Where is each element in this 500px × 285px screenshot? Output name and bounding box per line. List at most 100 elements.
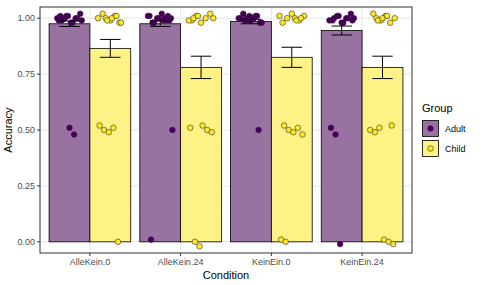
y-tick-label: 0.75: [17, 69, 35, 79]
y-tick: [37, 241, 40, 242]
point: [389, 123, 395, 129]
x-tick: [89, 253, 90, 256]
legend-label: Adult: [445, 124, 466, 134]
bar: [231, 22, 272, 242]
y-tick: [37, 18, 40, 19]
x-tick-label: AlleKein.24: [158, 257, 204, 267]
point: [259, 20, 265, 26]
point: [340, 20, 346, 26]
panel-border: [40, 7, 412, 253]
y-axis-title: Accuracy: [2, 107, 14, 153]
x-tick: [180, 253, 181, 256]
error-bar: [241, 19, 261, 23]
point: [371, 11, 377, 17]
error-bar: [100, 39, 120, 57]
x-tick: [271, 253, 272, 256]
point: [280, 20, 286, 26]
y-tick-label: 1.00: [17, 13, 35, 23]
point: [198, 20, 204, 26]
point: [100, 11, 106, 17]
point: [291, 129, 297, 135]
point: [372, 129, 378, 135]
marks: [49, 11, 403, 249]
point: [200, 123, 206, 129]
bar: [140, 24, 181, 242]
point: [62, 15, 68, 21]
legend-key: [423, 141, 439, 157]
y-tick: [37, 185, 40, 186]
point: [390, 241, 396, 247]
error-bar: [191, 56, 211, 78]
y-tick-label: 0.00: [17, 237, 35, 247]
y-tick-label: 0.25: [17, 181, 35, 191]
point: [242, 18, 248, 24]
point: [283, 239, 289, 245]
point: [256, 127, 262, 133]
y-tick-label: 0.50: [17, 125, 35, 135]
y-tick: [37, 130, 40, 131]
bar: [321, 30, 362, 241]
bar: [49, 24, 90, 242]
point: [251, 15, 257, 21]
error-bar: [331, 26, 351, 35]
legend-key-bg: [422, 140, 439, 157]
point: [106, 129, 112, 135]
point: [387, 20, 393, 26]
point: [97, 123, 103, 129]
point: [300, 132, 306, 138]
point: [71, 132, 77, 138]
point: [209, 129, 215, 135]
point: [197, 243, 203, 249]
point: [392, 15, 398, 21]
bar: [271, 57, 312, 242]
legend-marker: [428, 146, 434, 152]
error-bar: [59, 21, 79, 26]
point: [67, 125, 73, 131]
legend-key-bg: [422, 120, 439, 137]
point: [277, 13, 283, 19]
point: [284, 15, 290, 21]
point: [160, 18, 166, 24]
x-tick: [362, 253, 363, 256]
point: [165, 13, 171, 19]
error-bar: [282, 47, 302, 67]
point: [337, 241, 343, 247]
point: [333, 132, 339, 138]
point: [350, 18, 356, 24]
x-axis-title: Condition: [203, 269, 249, 281]
point: [281, 123, 287, 129]
legend-key: [423, 121, 439, 137]
error-bar: [372, 56, 392, 78]
x-tick-label: KeinEin.24: [340, 257, 384, 267]
point: [115, 239, 121, 245]
point: [384, 13, 390, 19]
point: [170, 127, 176, 133]
x-tick-label: AlleKein.0: [70, 257, 111, 267]
point: [203, 15, 209, 21]
point: [79, 18, 85, 24]
plot-background: [40, 7, 412, 253]
point: [111, 125, 117, 131]
point: [147, 13, 153, 19]
error-bar: [150, 21, 170, 26]
point: [95, 15, 101, 21]
point: [328, 125, 334, 131]
chart: 0.00 0.25 0.50 0.75 1.00 AlleKein.0 AlleKein.2…: [0, 0, 500, 285]
bar: [90, 48, 131, 241]
point: [289, 11, 295, 17]
point: [195, 13, 201, 19]
point: [114, 13, 120, 19]
legend-title: Group: [422, 102, 453, 114]
point: [298, 15, 304, 21]
point: [377, 125, 383, 131]
x-tick-label: KeinEin.0: [252, 257, 291, 267]
bar: [362, 67, 403, 241]
y-tick: [37, 74, 40, 75]
bar: [181, 67, 222, 241]
page: {"chart_data": {"type": "bar", "x_label"…: [0, 0, 500, 285]
point: [148, 237, 154, 243]
point: [336, 13, 342, 19]
point: [207, 11, 213, 17]
point: [192, 239, 198, 245]
legend-marker: [428, 126, 434, 132]
